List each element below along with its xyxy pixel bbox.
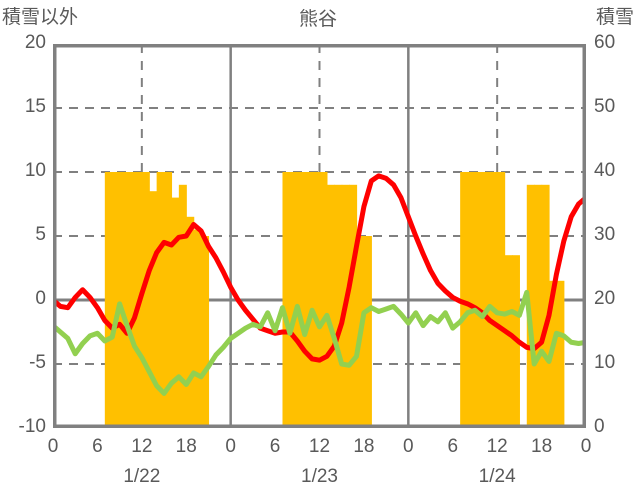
y-right-tick-50: 50 — [594, 96, 616, 117]
day-label-1-23: 1/23 — [301, 466, 338, 487]
x-tick-12: 0 — [580, 436, 592, 457]
x-tick-6: 12 — [308, 436, 331, 457]
x-tick-3: 18 — [175, 436, 197, 457]
x-tick-5: 6 — [269, 436, 281, 457]
x-tick-0: 0 — [47, 436, 59, 457]
y-left-tick-10: 10 — [24, 160, 46, 181]
y-left-tick-20: 20 — [24, 32, 46, 53]
y-left-tick--5: -5 — [29, 352, 46, 373]
x-tick-9: 6 — [447, 436, 459, 457]
y-right-tick-20: 20 — [594, 288, 616, 309]
day-label-1-22: 1/22 — [123, 466, 161, 487]
x-tick-7: 18 — [353, 436, 375, 457]
chart-svg — [53, 44, 586, 428]
x-tick-10: 12 — [486, 436, 508, 457]
y-right-tick-40: 40 — [594, 160, 616, 181]
chart-title: 熊谷 — [298, 9, 337, 30]
right-axis-title: 積雪 — [595, 7, 634, 28]
y-left-tick--10: -10 — [18, 416, 46, 437]
y-right-tick-10: 10 — [594, 352, 616, 373]
day-label-1-24: 1/24 — [478, 466, 516, 487]
x-tick-1: 6 — [92, 436, 103, 457]
x-tick-4: 0 — [225, 436, 236, 457]
x-tick-8: 0 — [403, 436, 414, 457]
plot-area — [53, 44, 586, 428]
y-right-tick-0: 0 — [594, 416, 605, 437]
left-axis-title: 積雪以外 — [2, 7, 79, 28]
y-left-tick-5: 5 — [35, 224, 46, 245]
y-right-tick-30: 30 — [594, 224, 616, 245]
y-left-tick-15: 15 — [24, 96, 46, 117]
y-left-tick-0: 0 — [35, 288, 46, 309]
x-tick-11: 18 — [531, 436, 553, 457]
y-right-tick-60: 60 — [594, 32, 616, 53]
x-tick-2: 12 — [131, 436, 153, 457]
